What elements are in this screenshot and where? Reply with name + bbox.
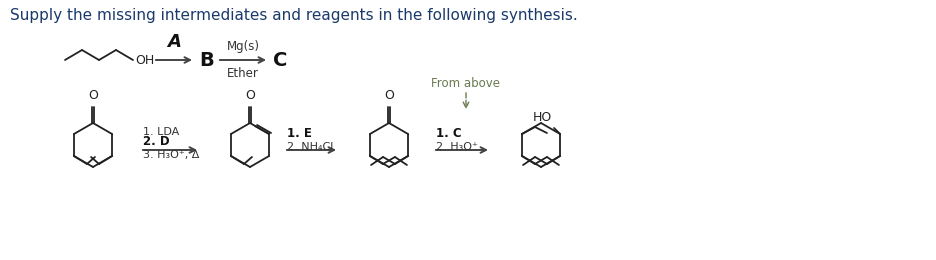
Text: C: C [272, 50, 287, 69]
Text: 1. LDA: 1. LDA [143, 127, 179, 137]
Text: 2. H₃O⁺: 2. H₃O⁺ [435, 142, 477, 152]
Text: 1. C: 1. C [435, 127, 461, 140]
Text: A: A [167, 33, 181, 51]
Text: HO: HO [533, 111, 551, 124]
Text: 2. D: 2. D [143, 135, 169, 148]
Text: 2. NH₄Cl: 2. NH₄Cl [286, 142, 333, 152]
Text: O: O [384, 89, 393, 102]
Text: Mg(s): Mg(s) [227, 40, 259, 53]
Text: O: O [245, 89, 255, 102]
Text: 1. E: 1. E [286, 127, 312, 140]
Text: Supply the missing intermediates and reagents in the following synthesis.: Supply the missing intermediates and rea… [10, 8, 578, 23]
Text: OH: OH [135, 54, 154, 67]
Text: O: O [88, 89, 98, 102]
Text: 3. H₃O⁺, Δ: 3. H₃O⁺, Δ [143, 150, 199, 160]
Text: Ether: Ether [227, 67, 258, 80]
Text: From above: From above [431, 77, 500, 90]
Text: B: B [198, 50, 213, 69]
